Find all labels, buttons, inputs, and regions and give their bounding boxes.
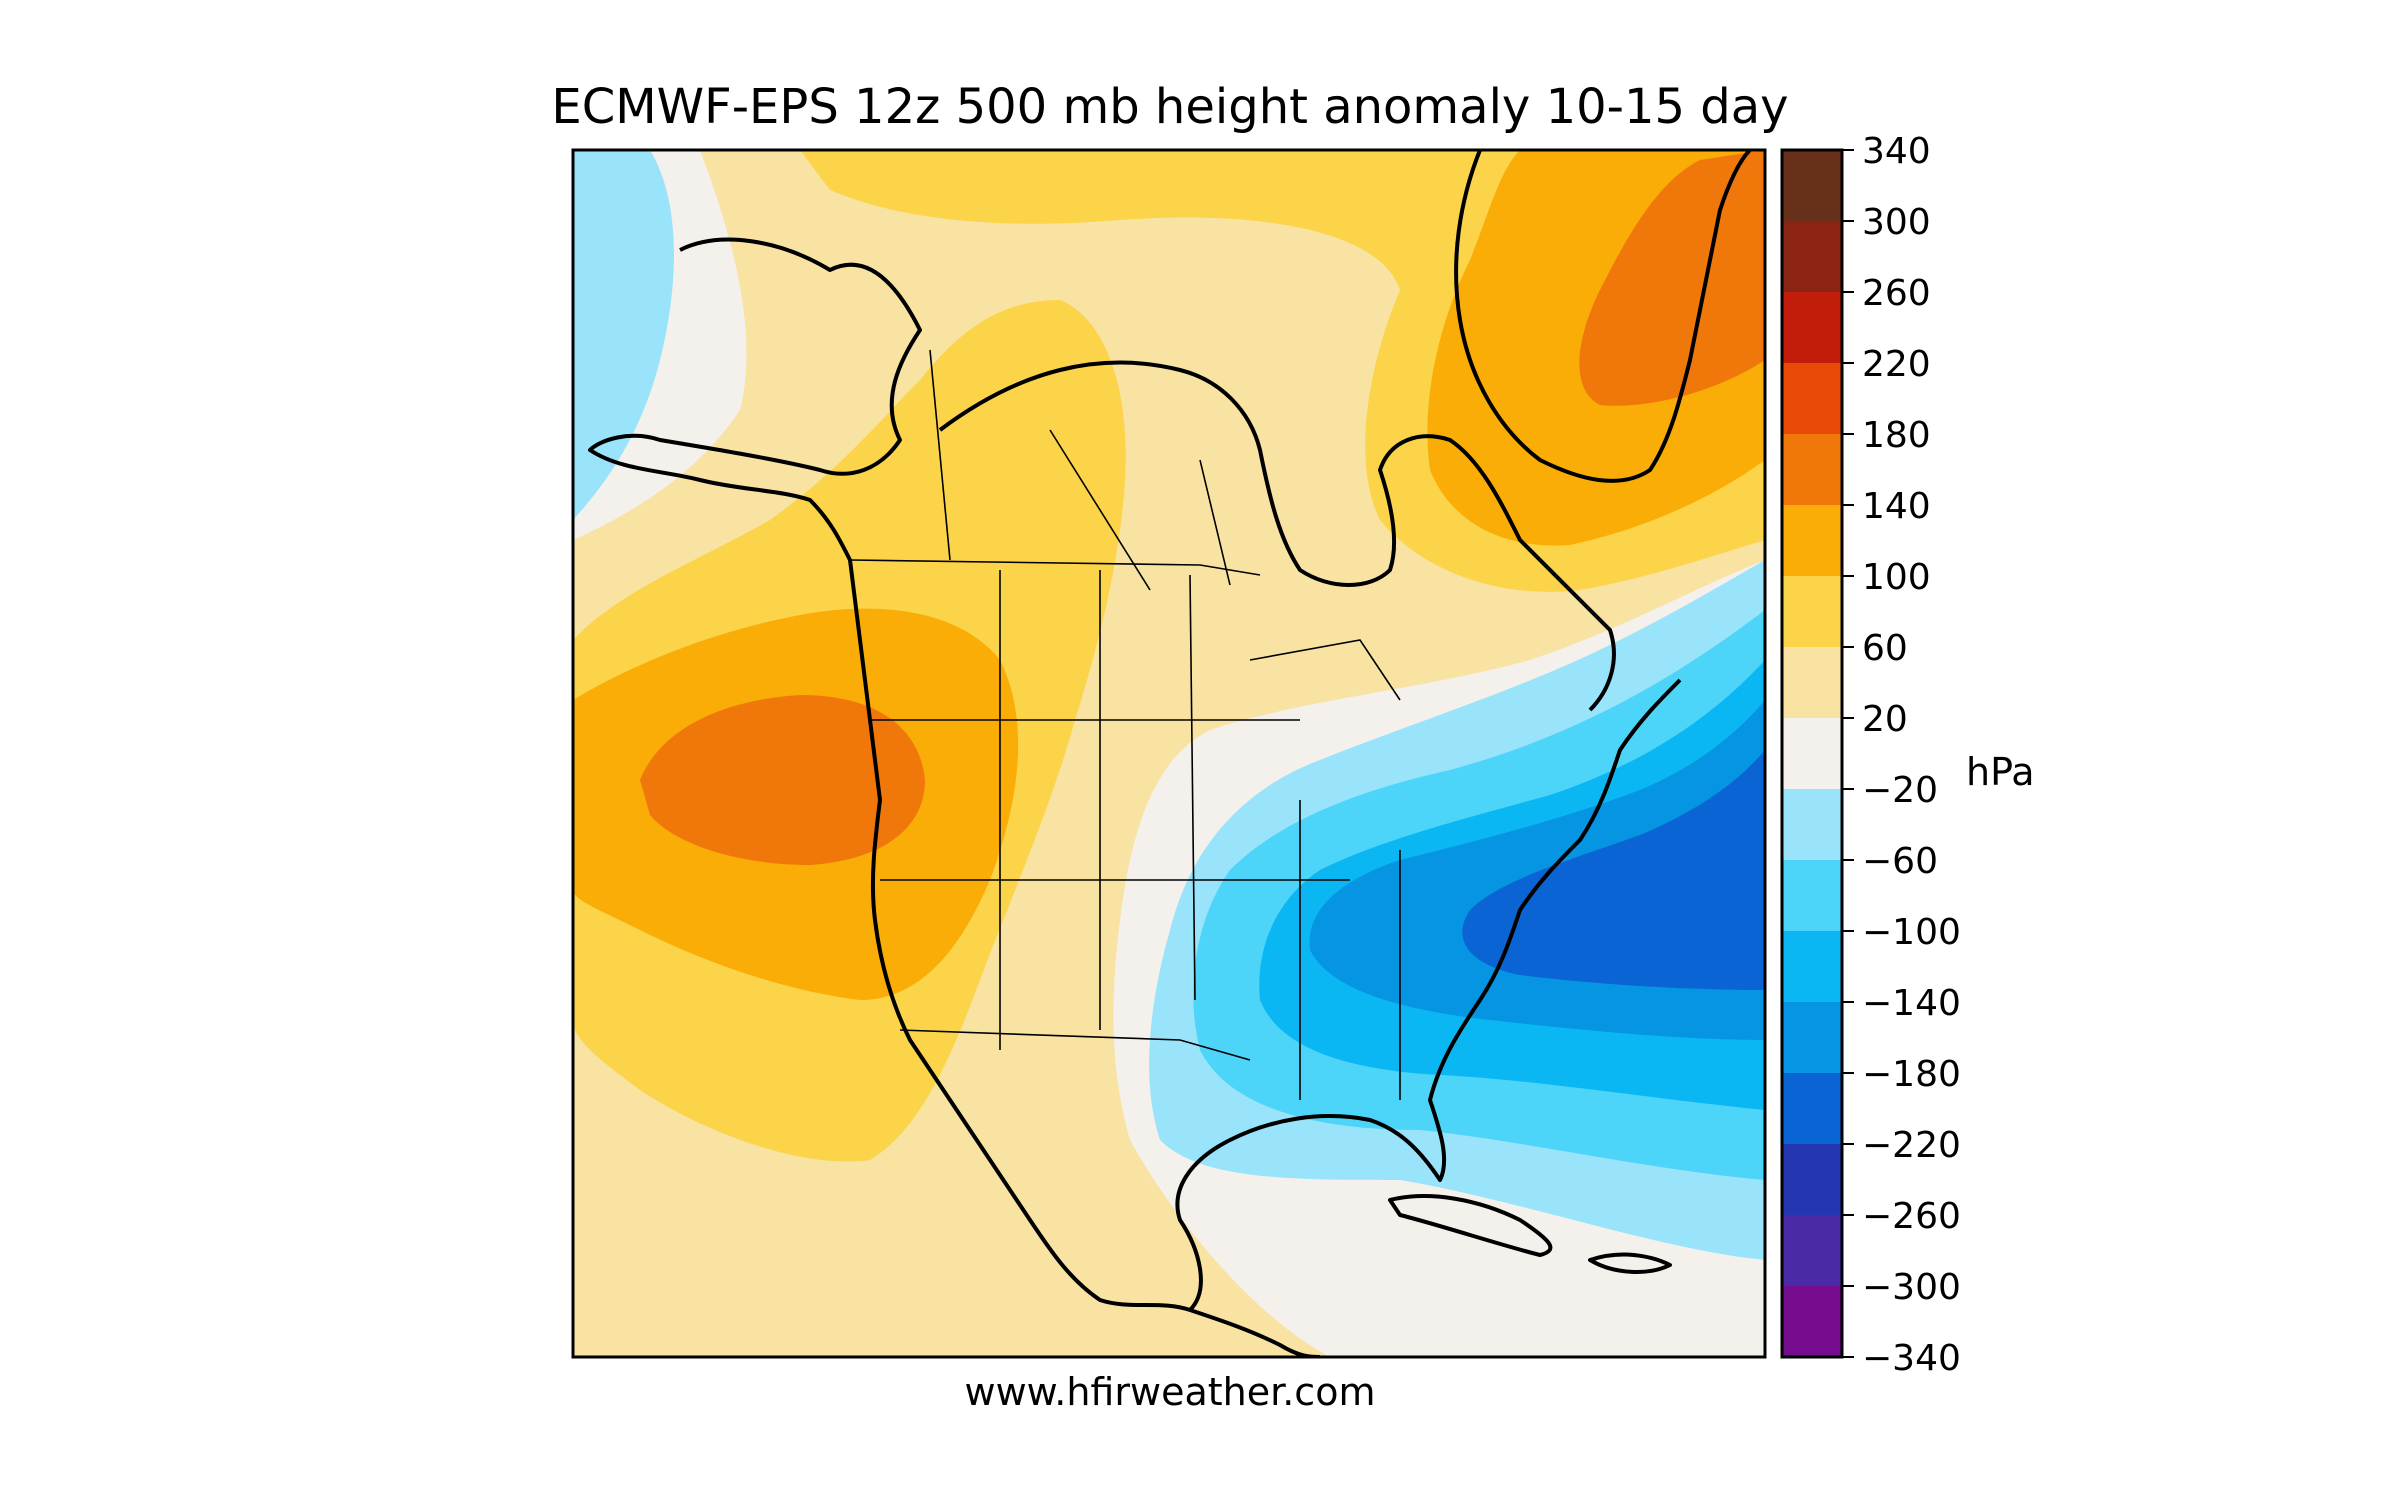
colorbar-tick-label: 340 xyxy=(1862,131,1931,172)
colorbar-level-12 xyxy=(1782,1002,1842,1073)
anomaly-pos-140-west xyxy=(640,695,925,865)
colorbar-tick-label: 100 xyxy=(1862,557,1931,598)
colorbar-tick-label: −220 xyxy=(1862,1125,1961,1166)
colorbar-tick-label: 260 xyxy=(1862,273,1931,314)
chart-title: ECMWF-EPS 12z 500 mb height anomaly 10-1… xyxy=(551,79,1788,135)
colorbar-level-4 xyxy=(1782,434,1842,505)
colorbar-level-15 xyxy=(1782,1215,1842,1286)
colorbar-levels xyxy=(1782,150,1842,1357)
colorbar-level-2 xyxy=(1782,292,1842,363)
colorbar-unit: hPa xyxy=(1966,750,2035,794)
colorbar-ticks: 340 300 260 220 180 140 100 60 20 −20 −60 −100 −140 −… xyxy=(1842,131,1961,1379)
colorbar-level-7 xyxy=(1782,647,1842,718)
colorbar-tick-label: 300 xyxy=(1862,202,1931,243)
colorbar-level-6 xyxy=(1782,576,1842,647)
colorbar-tick-label: −340 xyxy=(1862,1338,1961,1379)
colorbar-level-16 xyxy=(1782,1286,1842,1357)
colorbar-tick-label: −260 xyxy=(1862,1196,1961,1237)
colorbar-tick-label: −60 xyxy=(1862,841,1938,882)
political-borders xyxy=(849,349,1401,1100)
colorbar-tick-label: 60 xyxy=(1862,628,1908,669)
colorbar-tick-label: −100 xyxy=(1862,912,1961,953)
colorbar-level-14 xyxy=(1782,1144,1842,1215)
colorbar-tick-label: 140 xyxy=(1862,486,1931,527)
anomaly-neg-20-nw xyxy=(573,150,674,520)
colorbar-level-1 xyxy=(1782,221,1842,292)
colorbar-level-0 xyxy=(1782,150,1842,221)
colorbar-level-10 xyxy=(1782,860,1842,931)
colorbar-level-9 xyxy=(1782,789,1842,860)
colorbar-tick-label: −140 xyxy=(1862,983,1961,1024)
anomaly-neg-180-core xyxy=(1462,750,1765,990)
colorbar-level-3 xyxy=(1782,363,1842,434)
colorbar-level-11 xyxy=(1782,931,1842,1002)
colorbar-tick-label: 20 xyxy=(1862,699,1908,740)
colorbar-tick-label: 220 xyxy=(1862,344,1931,385)
colorbar-level-13 xyxy=(1782,1073,1842,1144)
map-area xyxy=(571,148,1767,1359)
colorbar-level-5 xyxy=(1782,505,1842,576)
colorbar-level-8 xyxy=(1782,718,1842,789)
coastlines xyxy=(588,150,1752,1357)
colorbar-tick-label: −180 xyxy=(1862,1054,1961,1095)
colorbar-tick-label: 180 xyxy=(1862,415,1931,456)
colorbar-frame xyxy=(1780,148,1844,1359)
colorbar-tick-label: −20 xyxy=(1862,770,1938,811)
map-frame xyxy=(571,148,1767,1359)
colorbar: 340 300 260 220 180 140 100 60 20 −20 −60 −100 −140 −… xyxy=(1780,131,2035,1379)
credit-text: www.hfirweather.com xyxy=(965,1370,1376,1414)
colorbar-tick-label: −300 xyxy=(1862,1267,1961,1308)
